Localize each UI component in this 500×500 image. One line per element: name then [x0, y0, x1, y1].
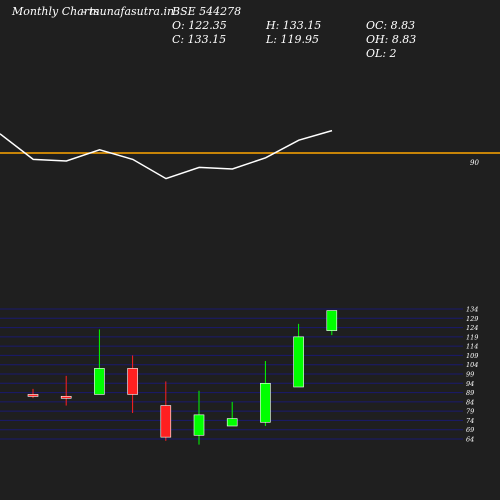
candle-body — [127, 368, 138, 395]
high-value: H: 133.15 — [266, 19, 322, 32]
y-tick-label: 74 — [466, 417, 474, 425]
oh-value: OH: 8.83 — [366, 33, 417, 46]
y-tick-label: 104 — [466, 361, 478, 369]
oc-value: OC: 8.83 — [366, 19, 416, 32]
candle-body — [160, 405, 172, 438]
low-value: L: 119.95 — [266, 33, 319, 46]
candle-body — [27, 394, 39, 397]
candle-body — [326, 310, 338, 331]
y-tick-label: 124 — [466, 324, 478, 332]
y-tick-label: 119 — [466, 333, 478, 341]
y-tick-label: 89 — [466, 389, 474, 397]
symbol-label: BSE 544278 — [172, 5, 242, 18]
source-label: - munafasutra.in — [82, 5, 175, 18]
y-tick-label: 134 — [466, 306, 478, 314]
brand-label: Monthly Charts — [12, 5, 100, 18]
y-tick-label: 129 — [466, 315, 478, 323]
candle-body — [60, 395, 72, 399]
close-value: C: 133.15 — [172, 33, 227, 46]
ol-value: OL: 2 — [366, 47, 397, 60]
candle-body — [260, 382, 271, 423]
candle-body — [193, 414, 205, 436]
y-tick-label: 84 — [466, 398, 474, 406]
candle-body — [293, 336, 304, 388]
candle-body — [94, 368, 105, 395]
y-tick-label: 79 — [466, 408, 474, 416]
y-tick-label: 94 — [466, 380, 474, 388]
y-tick-label: 69 — [466, 426, 474, 434]
reference-label: 90 — [470, 159, 479, 167]
candle-body — [226, 418, 238, 427]
indicator-line — [0, 129, 333, 180]
open-value: O: 122.35 — [172, 19, 227, 32]
y-tick-label: 109 — [466, 352, 478, 360]
y-tick-label: 99 — [466, 371, 474, 379]
y-tick-label: 114 — [466, 343, 478, 351]
y-tick-label: 64 — [466, 436, 474, 444]
